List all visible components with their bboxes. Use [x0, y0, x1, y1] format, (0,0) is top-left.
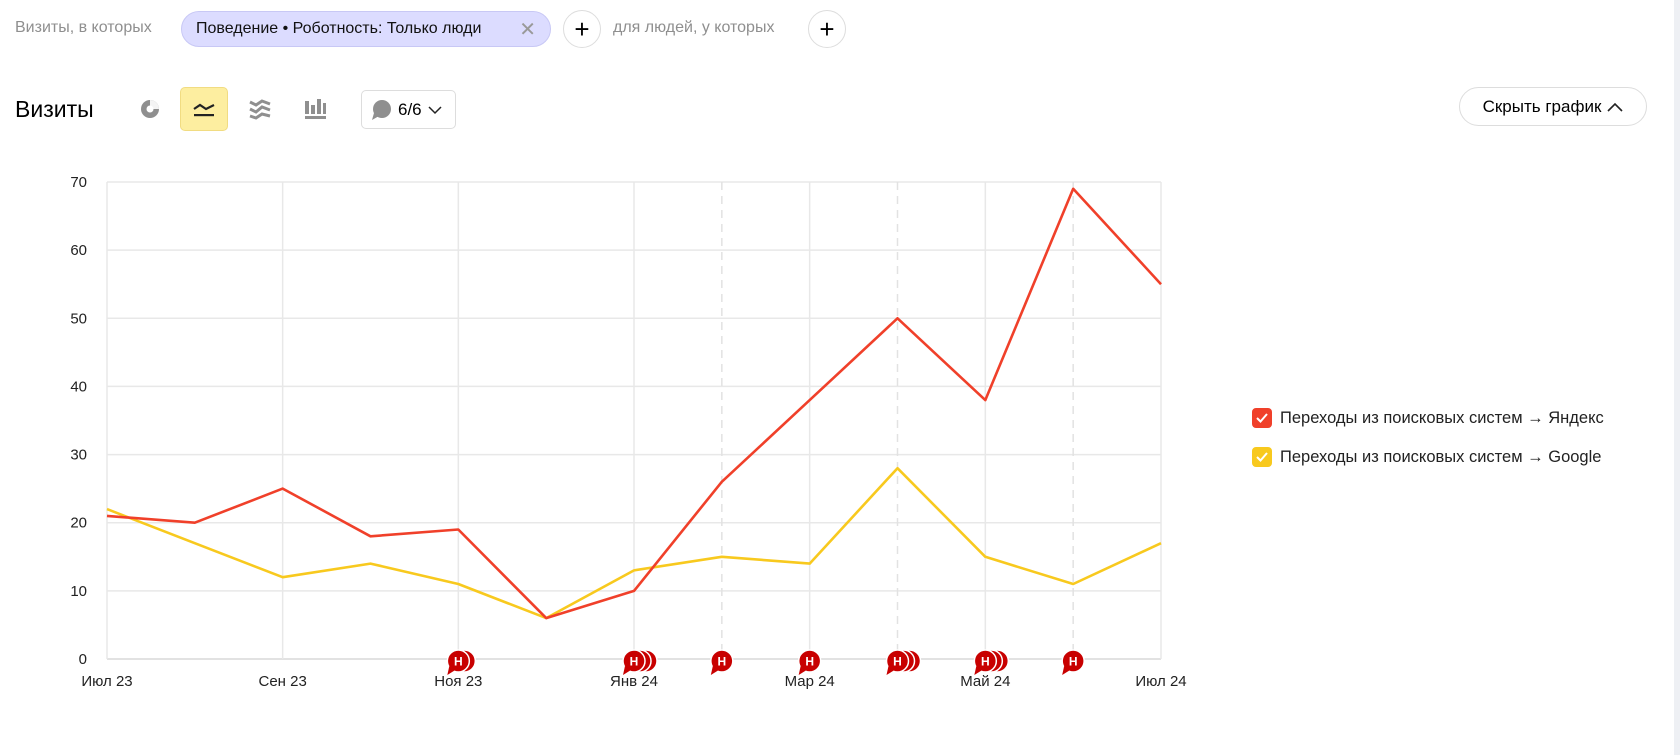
y-tick-label: 40: [70, 378, 87, 395]
hide-chart-label: Скрыть график: [1482, 96, 1602, 116]
annotation-marker[interactable]: Н: [973, 649, 998, 675]
y-tick-label: 10: [70, 583, 87, 600]
x-tick-label: Мар 24: [785, 673, 835, 690]
svg-text:Н: Н: [893, 655, 902, 669]
chevron-down-icon: [428, 105, 442, 114]
y-tick-label: 20: [70, 515, 87, 532]
chart-type-pie-button[interactable]: [126, 87, 174, 131]
y-tick-label: 60: [70, 242, 87, 259]
x-tick-label: Май 24: [960, 673, 1010, 690]
page-title: Визиты: [15, 96, 94, 122]
x-tick-label: Июл 23: [81, 673, 132, 690]
add-visit-filter-button[interactable]: +: [563, 10, 601, 48]
legend-label: Переходы из поисковых систем → Яндекс: [1280, 408, 1604, 427]
svg-text:Н: Н: [717, 655, 726, 669]
checkbox-checked-icon[interactable]: [1252, 408, 1272, 428]
add-people-filter-button[interactable]: +: [808, 10, 846, 48]
annotation-marker[interactable]: Н: [1061, 649, 1085, 675]
chart-type-bar-button[interactable]: [291, 87, 339, 131]
svg-text:Н: Н: [805, 655, 814, 669]
svg-text:Н: Н: [1069, 655, 1078, 669]
svg-text:Н: Н: [630, 655, 639, 669]
close-icon[interactable]: ✕: [519, 18, 536, 41]
comment-icon: [372, 99, 391, 120]
y-tick-label: 0: [79, 651, 87, 668]
stacked-area-icon: [249, 99, 271, 120]
legend-item-yandex[interactable]: Переходы из поисковых систем → Яндекс: [1252, 408, 1604, 428]
svg-text:Н: Н: [981, 655, 990, 669]
series-line-0: [106, 187, 1162, 620]
scrollbar[interactable]: [1674, 0, 1680, 755]
y-tick-label: 70: [70, 174, 87, 191]
y-tick-label: 30: [70, 447, 87, 464]
annotation-marker[interactable]: Н: [622, 649, 646, 675]
series-line-1: [106, 466, 1162, 620]
legend-label: Переходы из поисковых систем → Google: [1280, 447, 1602, 466]
chart-type-stacked-button[interactable]: [236, 87, 284, 131]
comments-count: 6/6: [398, 99, 422, 119]
annotation-marker[interactable]: Н: [710, 649, 734, 675]
comments-dropdown[interactable]: 6/6: [361, 90, 456, 129]
annotation-marker[interactable]: Н: [797, 649, 822, 675]
svg-text:Н: Н: [454, 655, 463, 669]
x-tick-label: Июл 24: [1135, 673, 1186, 690]
filter-chip-label: Поведение • Роботность: Только люди: [196, 20, 482, 37]
filter-chip-robotness[interactable]: Поведение • Роботность: Только люди ✕: [181, 11, 551, 47]
visits-filter-label: Визиты, в которых: [15, 19, 152, 36]
people-filter-label: для людей, у которых: [613, 19, 775, 36]
y-tick-label: 50: [70, 310, 87, 327]
pie-chart-icon: [141, 100, 159, 118]
x-tick-label: Янв 24: [610, 673, 658, 690]
chart-type-line-button[interactable]: [180, 87, 228, 131]
chevron-up-icon: [1607, 102, 1623, 112]
bar-chart-icon: [305, 99, 326, 119]
line-chart: 0 10 20 30 40 50 60 70 Июл 23 Сен 23 Ноя 23 Янв 24 М…: [70, 174, 1186, 690]
annotation-marker[interactable]: Н: [885, 649, 910, 675]
x-tick-label: Сен 23: [259, 673, 307, 690]
checkbox-checked-icon[interactable]: [1252, 447, 1272, 467]
x-tick-label: Ноя 23: [434, 673, 482, 690]
legend-item-google[interactable]: Переходы из поисковых систем → Google: [1252, 447, 1601, 467]
annotation-marker[interactable]: Н: [446, 649, 471, 675]
hide-chart-button[interactable]: Скрыть график: [1459, 87, 1647, 126]
line-chart-icon: [193, 103, 215, 117]
